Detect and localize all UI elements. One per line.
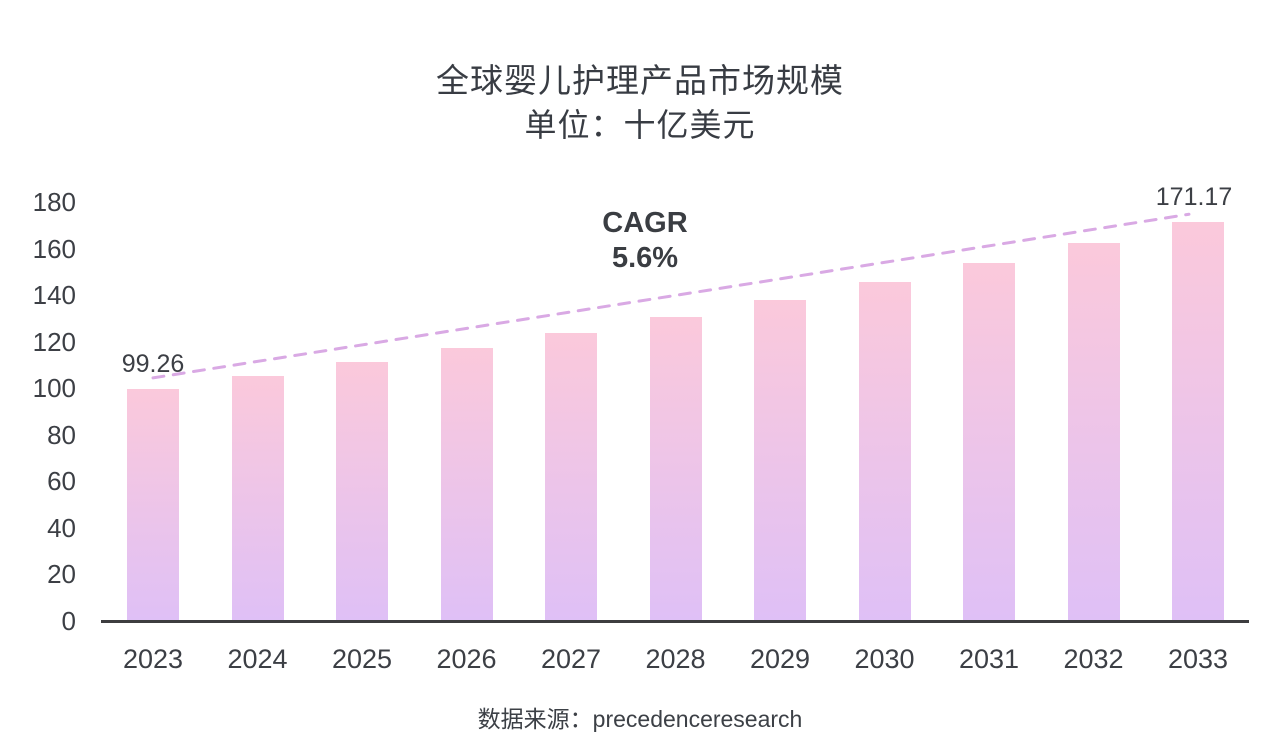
x-label-2027: 2027: [540, 644, 602, 674]
x-label-2029: 2029: [749, 644, 811, 674]
x-label-2025: 2025: [331, 644, 393, 674]
y-tick-label-20: 20: [47, 559, 76, 590]
bar-2024: [231, 376, 284, 620]
bar-2025: [336, 362, 388, 620]
x-label-2031: 2031: [958, 644, 1020, 674]
bar-2028: [649, 316, 702, 620]
y-tick-label-60: 60: [47, 466, 76, 497]
x-label-2026: 2026: [436, 644, 497, 674]
value-label-2033: 171.17: [1155, 182, 1233, 211]
x-label-2030: 2030: [854, 644, 915, 674]
y-tick-label-120: 120: [32, 326, 76, 357]
x-label-2032: 2032: [1063, 644, 1124, 674]
cagr-annotation-value: 5.6%: [611, 242, 679, 274]
chart-subtitle-unit: 单位：十亿美元: [524, 107, 756, 143]
chart-title: 全球婴儿护理产品市场规模: [436, 62, 844, 99]
y-tick-label-40: 40: [47, 512, 76, 543]
y-tick-label-160: 160: [32, 233, 76, 264]
x-axis-line: [101, 620, 1249, 623]
cagr-annotation: CAGR 5.6%: [545, 206, 745, 276]
y-tick-label-100: 100: [32, 373, 76, 404]
data-source-caption: 数据来源：precedenceresearch: [477, 706, 803, 732]
value-label-2023: 99.26: [121, 349, 185, 378]
y-tick-label-140: 140: [32, 280, 76, 311]
bar-2029: [754, 299, 806, 620]
bar-2027: [545, 332, 597, 620]
bar-2030: [858, 281, 911, 620]
y-tick-label-80: 80: [47, 419, 76, 450]
x-label-2028: 2028: [645, 644, 706, 674]
cagr-annotation-label: CAGR: [602, 207, 688, 239]
x-label-2023: 2023: [122, 644, 184, 674]
bar-2033: [1172, 221, 1224, 620]
bar-2023: [127, 388, 179, 620]
bar-2031: [963, 262, 1015, 620]
y-tick-label-180: 180: [32, 187, 76, 217]
y-tick-label-0: 0: [61, 606, 76, 636]
x-label-2024: 2024: [227, 644, 288, 674]
bar-2026: [440, 347, 493, 620]
bar-2032: [1067, 242, 1120, 620]
x-label-2033: 2033: [1167, 644, 1229, 674]
